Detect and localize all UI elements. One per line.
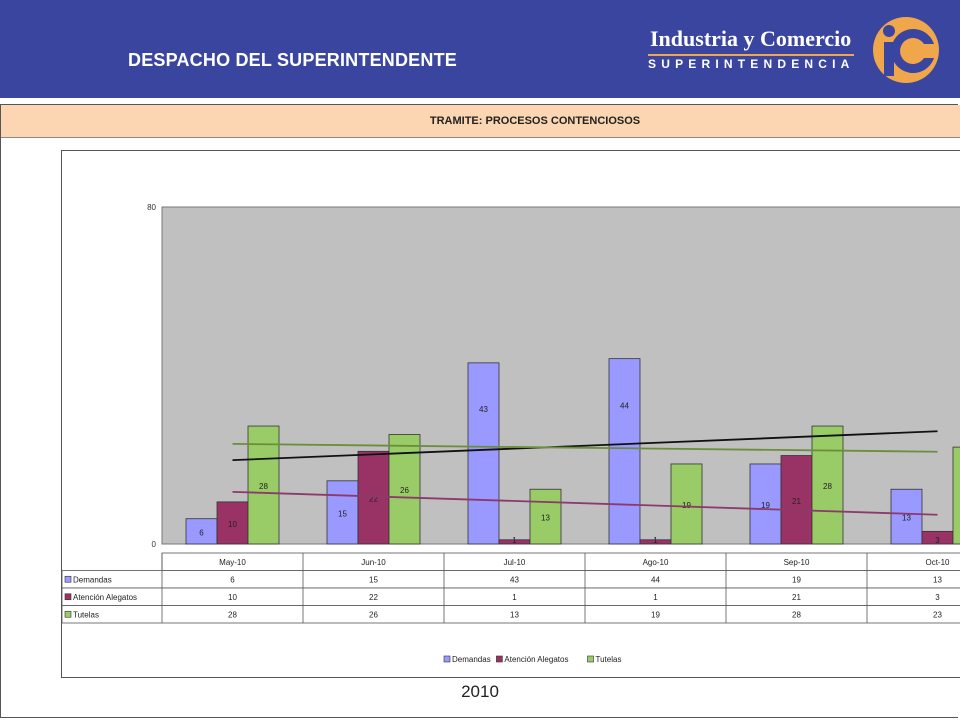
legend-key bbox=[443, 655, 451, 663]
data-label: 1 bbox=[512, 536, 517, 545]
content-frame bbox=[0, 104, 958, 718]
data-label: 3 bbox=[935, 536, 940, 545]
trendline-atención-alegatos bbox=[232, 490, 938, 516]
header-bar: DESPACHO DEL SUPERINTENDENTE Industria y… bbox=[0, 0, 960, 98]
table-cell: 44 bbox=[651, 575, 660, 584]
data-label: 15 bbox=[338, 509, 347, 518]
section-title: TRAMITE: PROCESOS CONTENCIOSOS bbox=[429, 115, 641, 127]
x-tick-label: Jul-10 bbox=[504, 558, 526, 567]
data-label: 1 bbox=[653, 536, 658, 545]
brand-subtitle: SUPERINTENDENCIA bbox=[648, 57, 855, 71]
table-cell: 23 bbox=[933, 610, 942, 619]
header-title: DESPACHO DEL SUPERINTENDENTE bbox=[128, 50, 457, 70]
table-cell: 21 bbox=[792, 593, 801, 602]
brand-divider bbox=[648, 54, 854, 56]
table-cell: 19 bbox=[651, 610, 660, 619]
y-tick-label: 80 bbox=[147, 203, 156, 212]
table-cell: 22 bbox=[369, 593, 378, 602]
table-series-name: Atención Alegatos bbox=[73, 593, 137, 602]
x-tick-label: Ago-10 bbox=[643, 558, 669, 567]
bar-tutelas bbox=[247, 425, 280, 545]
legend-key bbox=[587, 655, 594, 663]
table-cell: 1 bbox=[653, 593, 658, 602]
bar-atención-alegatos bbox=[357, 450, 390, 545]
table-cell: 15 bbox=[369, 575, 378, 584]
table-cell: 19 bbox=[792, 575, 801, 584]
data-label: 21 bbox=[792, 497, 801, 506]
trendline-demandas bbox=[232, 430, 938, 462]
legend-item: Atención Alegatos bbox=[504, 655, 568, 664]
section-bar bbox=[1, 105, 960, 138]
data-label: 28 bbox=[259, 482, 268, 491]
table-cell: 10 bbox=[228, 593, 237, 602]
table-row bbox=[62, 605, 960, 624]
bar-tutelas bbox=[811, 425, 844, 545]
bar-chart: 08061028152226431134411919212813323May-1… bbox=[62, 203, 960, 664]
data-label: 19 bbox=[682, 501, 691, 510]
bar-tutelas bbox=[952, 446, 960, 545]
data-label: 6 bbox=[199, 528, 204, 537]
table-cell: 43 bbox=[510, 575, 519, 584]
data-label: 26 bbox=[400, 486, 409, 495]
legend-item: Demandas bbox=[452, 655, 491, 664]
table-cell: 26 bbox=[369, 610, 378, 619]
data-label: 19 bbox=[761, 501, 770, 510]
bar-demandas bbox=[326, 480, 359, 545]
data-label: 10 bbox=[228, 520, 237, 529]
table-legend-key bbox=[64, 593, 72, 601]
table-cell: 28 bbox=[228, 610, 237, 619]
table-header-row bbox=[161, 552, 960, 571]
legend-key bbox=[496, 655, 503, 663]
sic-logo-icon bbox=[873, 17, 939, 83]
y-tick-label: 0 bbox=[152, 540, 157, 549]
data-label: 13 bbox=[902, 514, 911, 523]
trendline-tutelas bbox=[232, 443, 938, 453]
table-cell: 6 bbox=[230, 575, 235, 584]
data-label: 28 bbox=[823, 482, 832, 491]
bar-tutelas bbox=[529, 488, 562, 545]
data-label: 44 bbox=[620, 402, 629, 411]
table-series-name: Demandas bbox=[73, 575, 112, 584]
table-cell: 3 bbox=[935, 593, 940, 602]
legend-item: Tutelas bbox=[596, 655, 622, 664]
x-tick-label: May-10 bbox=[219, 558, 246, 567]
table-cell: 13 bbox=[933, 575, 942, 584]
chart-year: 2010 bbox=[461, 682, 499, 701]
chart-container: 08061028152226431134411919212813323May-1… bbox=[61, 150, 960, 678]
x-tick-label: Sep-10 bbox=[784, 558, 810, 567]
table-row bbox=[62, 587, 960, 606]
table-series-name: Tutelas bbox=[73, 610, 99, 619]
data-label: 43 bbox=[479, 405, 488, 414]
table-legend-key bbox=[64, 610, 72, 618]
brand-name: Industria y Comercio bbox=[650, 26, 852, 51]
bar-demandas bbox=[890, 488, 923, 545]
bar-demandas bbox=[467, 362, 500, 545]
bar-demandas bbox=[608, 358, 641, 545]
table-cell: 13 bbox=[510, 610, 519, 619]
bar-tutelas bbox=[670, 463, 703, 545]
x-tick-label: Jun-10 bbox=[361, 558, 386, 567]
data-label: 22 bbox=[369, 495, 378, 504]
data-label: 13 bbox=[541, 514, 550, 523]
table-cell: 1 bbox=[512, 593, 517, 602]
bar-atención-alegatos bbox=[780, 455, 813, 545]
x-tick-label: Oct-10 bbox=[925, 558, 950, 567]
bar-demandas bbox=[185, 518, 218, 545]
table-legend-key bbox=[64, 575, 72, 583]
table-cell: 28 bbox=[792, 610, 801, 619]
